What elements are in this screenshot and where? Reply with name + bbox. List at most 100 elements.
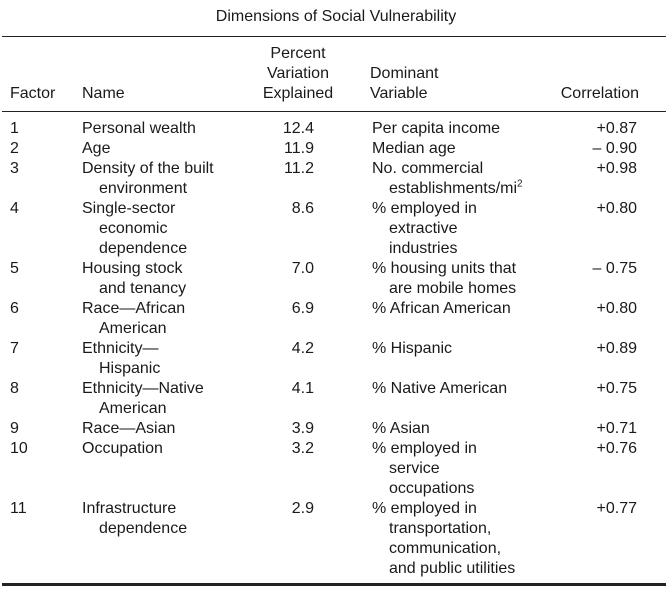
header-name: Name xyxy=(82,85,125,102)
percent-cell: 3.2 xyxy=(291,440,314,457)
header-dominant-line: Dominant xyxy=(370,65,439,82)
dominant-text: service xyxy=(389,460,440,477)
factor-cell: 8 xyxy=(10,380,19,397)
dominant-line: Median age xyxy=(372,139,547,159)
percent-cell: 3.9 xyxy=(291,420,314,437)
factor-cell: 1 xyxy=(10,120,19,137)
dominant-line: and public utilities xyxy=(372,559,547,579)
correlation-cell: +0.80 xyxy=(596,300,637,317)
table-row: 4 Single-sector economic dependence 8.6 % emp… xyxy=(0,199,637,259)
name-line: Infrastructure xyxy=(82,500,177,517)
name-line: Personal wealth xyxy=(82,120,196,137)
dominant-text: and public utilities xyxy=(389,560,516,577)
dominant-text: % Asian xyxy=(372,420,430,437)
table-title: Dimensions of Social Vulnerability xyxy=(215,8,457,25)
name-line: Race—Asian xyxy=(82,420,176,437)
dominant-text: % Hispanic xyxy=(372,340,453,357)
dominant-line: communication, xyxy=(372,539,547,559)
percent-cell: 12.4 xyxy=(282,120,314,137)
table-row: 10 Occupation 3.2 % employed in service occup… xyxy=(0,439,637,499)
dominant-line: % Native American xyxy=(372,379,547,399)
name-cell: Race—African American xyxy=(82,299,262,339)
correlation-cell: +0.98 xyxy=(596,160,637,177)
dominant-line: % employed in xyxy=(372,199,547,219)
name-line: and tenancy xyxy=(99,280,187,297)
dominant-line: extractive xyxy=(372,219,547,239)
name-cell: Housing stock and tenancy xyxy=(82,259,262,299)
table-row: 2 Age 11.9 Median age – 0.90 xyxy=(0,139,637,159)
name-cell: Infrastructure dependence xyxy=(82,499,262,579)
dominant-variable-cell: % Asian xyxy=(372,419,547,439)
correlation-cell: – 0.90 xyxy=(592,140,637,157)
dominant-line: % housing units that xyxy=(372,259,547,279)
dominant-line: % Hispanic xyxy=(372,339,547,359)
dominant-line: No. commercial xyxy=(372,159,547,179)
dominant-line: are mobile homes xyxy=(372,279,547,299)
factor-cell: 9 xyxy=(10,420,19,437)
factor-cell: 6 xyxy=(10,300,19,317)
percent-cell: 2.9 xyxy=(291,500,314,517)
dominant-text: No. commercial xyxy=(372,160,484,177)
name-line: American xyxy=(99,320,167,337)
correlation-cell: +0.71 xyxy=(596,420,637,437)
dominant-text: extractive xyxy=(389,220,458,237)
dominant-variable-cell: % employed in service occupations xyxy=(372,439,547,499)
table-row: 8 Ethnicity—Native American 4.1 % Native Ame… xyxy=(0,379,637,419)
correlation-cell: +0.89 xyxy=(596,340,637,357)
correlation-cell: +0.87 xyxy=(596,120,637,137)
dominant-text: Median age xyxy=(372,140,456,157)
dominant-text: % African American xyxy=(372,300,511,317)
dominant-line: % Asian xyxy=(372,419,547,439)
percent-cell: 11.9 xyxy=(284,140,314,157)
name-cell: Personal wealth xyxy=(82,119,262,139)
table-row: 9 Race—Asian 3.9 % Asian +0.71 xyxy=(0,419,637,439)
dominant-line: transportation, xyxy=(372,519,547,539)
dominant-variable-cell: No. commercial establishments/mi2 xyxy=(372,159,547,199)
table-row: 5 Housing stock and tenancy 7.0 % housing un… xyxy=(0,259,637,299)
header-percent-variation: Percent Variation Explained xyxy=(258,44,338,104)
dominant-text: % housing units that xyxy=(372,260,517,277)
vulnerability-table: 1 Personal wealth 12.4 Per capita income +0.… xyxy=(0,119,637,579)
dominant-text: establishments/mi xyxy=(389,180,518,197)
dominant-line: occupations xyxy=(372,479,547,499)
name-line: Housing stock xyxy=(82,260,183,277)
dominant-text: occupations xyxy=(389,480,475,497)
factor-cell: 2 xyxy=(10,140,19,157)
dominant-variable-cell: % employed in transportation, communicatio… xyxy=(372,499,547,579)
dominant-variable-cell: Per capita income xyxy=(372,119,547,139)
header-percent-line: Variation xyxy=(267,65,329,82)
dominant-variable-cell: % housing units that are mobile homes xyxy=(372,259,547,299)
name-line: Ethnicity— xyxy=(82,340,159,357)
dominant-line: % employed in xyxy=(372,499,547,519)
factor-cell: 3 xyxy=(10,160,19,177)
dominant-text: industries xyxy=(389,240,458,257)
header-percent-line: Explained xyxy=(262,85,334,102)
dominant-text: % employed in xyxy=(372,440,477,457)
table-body: 1 Personal wealth 12.4 Per capita income +0.… xyxy=(0,119,637,579)
name-line: Hispanic xyxy=(99,360,161,377)
percent-cell: 6.9 xyxy=(291,300,314,317)
dominant-text: are mobile homes xyxy=(389,280,517,297)
name-line: Ethnicity—Native xyxy=(82,380,204,397)
name-line: Race—African xyxy=(82,300,186,317)
table-row: 1 Personal wealth 12.4 Per capita income +0.… xyxy=(0,119,637,139)
name-cell: Race—Asian xyxy=(82,419,262,439)
bottom-rule xyxy=(2,583,666,586)
dominant-line: % African American xyxy=(372,299,547,319)
header-rule xyxy=(2,111,666,112)
dominant-text: % Native American xyxy=(372,380,508,397)
name-line: dependence xyxy=(99,240,188,257)
name-line: Age xyxy=(82,140,111,157)
dominant-variable-cell: Median age xyxy=(372,139,547,159)
name-line: economic xyxy=(99,220,168,237)
dominant-text: communication, xyxy=(389,540,502,557)
name-cell: Ethnicity—Native American xyxy=(82,379,262,419)
header-dominant-variable: Dominant Variable xyxy=(370,64,438,104)
percent-cell: 11.2 xyxy=(284,160,314,177)
table-row: 6 Race—African American 6.9 % African Americ… xyxy=(0,299,637,339)
factor-cell: 5 xyxy=(10,260,19,277)
dominant-text: transportation, xyxy=(389,520,492,537)
header-correlation: Correlation xyxy=(560,85,639,102)
correlation-cell: +0.77 xyxy=(596,500,637,517)
name-cell: Occupation xyxy=(82,439,262,499)
